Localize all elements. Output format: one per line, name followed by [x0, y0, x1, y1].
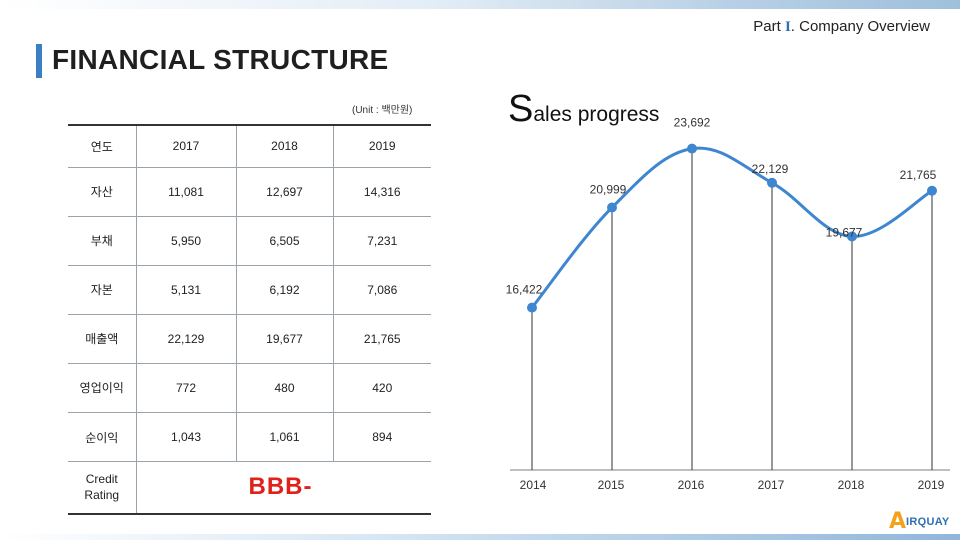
table-row: 매출액 22,129 19,677 21,765: [68, 314, 431, 364]
credit-rating-row: Credit Rating BBB-: [68, 461, 431, 515]
title-accent-bar: [36, 44, 42, 78]
table-row: 부채 5,950 6,505 7,231: [68, 216, 431, 266]
logo-mark: A: [889, 509, 907, 534]
chart-title-initial: S: [508, 88, 534, 130]
data-label-2014: 16,422: [506, 283, 543, 297]
data-point-2019: [927, 185, 937, 196]
credit-rating-value: BBB-: [136, 461, 431, 515]
table-header-cell: 연도: [68, 124, 137, 168]
row-label: 자산: [68, 167, 137, 217]
table-cell: 19,677: [235, 314, 334, 364]
row-label: 영업이익: [68, 363, 137, 413]
table-cell: 5,950: [136, 216, 236, 266]
sales-series-line: [530, 146, 933, 309]
table-cell: 14,316: [333, 167, 431, 217]
table-cell: 12,697: [235, 167, 334, 217]
top-decor-band: [0, 0, 960, 9]
row-label: 매출액: [68, 314, 137, 364]
section-prefix: Part: [753, 18, 785, 35]
data-label-2017: 22,129: [752, 162, 789, 176]
table-cell: 420: [333, 363, 431, 413]
chart-title-rest: ales progress: [533, 103, 660, 126]
data-label-2016: 23,692: [674, 116, 711, 130]
table-cell: 6,192: [235, 265, 334, 315]
data-label-2019: 21,765: [900, 168, 937, 182]
table-cell: 1,043: [136, 412, 236, 463]
data-point-2014: [527, 302, 537, 313]
row-label: 순이익: [68, 412, 137, 463]
table-header-cell: 2017: [136, 124, 236, 168]
data-point-2017: [767, 177, 777, 188]
x-tick-label-2015: 2015: [598, 478, 625, 492]
table-row: 영업이익 772 480 420: [68, 363, 431, 413]
bottom-decor-band: [0, 534, 960, 540]
table-header-cell: 2019: [333, 124, 431, 168]
table-row: 자산 11,081 12,697 14,316: [68, 167, 431, 217]
data-point-2016: [687, 143, 697, 154]
table-cell: 1,061: [235, 412, 334, 463]
row-label: 부채: [68, 216, 137, 266]
row-label: 자본: [68, 265, 137, 315]
table-cell: 772: [136, 363, 236, 413]
table-cell: 894: [333, 412, 431, 463]
x-tick-label-2019: 2019: [918, 478, 945, 492]
table-cell: 21,765: [333, 314, 431, 364]
data-point-2015: [607, 202, 617, 213]
table-header-cell: 2018: [235, 124, 334, 168]
credit-rating-label: Credit Rating: [68, 461, 137, 515]
table-cell: 11,081: [136, 167, 236, 217]
chart-title: Sales progress: [508, 88, 659, 131]
section-label: Part I. Company Overview: [753, 18, 930, 36]
table-row: 자본 5,131 6,192 7,086: [68, 265, 431, 315]
x-tick-label-2014: 2014: [520, 478, 547, 492]
table-cell: 6,505: [235, 216, 334, 266]
table-row: 순이익 1,043 1,061 894: [68, 412, 431, 463]
table-unit: (Unit : 백만원): [352, 105, 413, 116]
x-tick-label-2016: 2016: [678, 478, 705, 492]
section-suffix: . Company Overview: [790, 18, 930, 35]
logo-text: IRQUAY: [906, 516, 950, 528]
table-cell: 7,086: [333, 265, 431, 315]
table-header-row: 연도 2017 2018 2019: [68, 124, 431, 168]
table-cell: 22,129: [136, 314, 236, 364]
data-label-2015: 20,999: [590, 183, 627, 197]
company-logo: A IRQUAY: [889, 509, 957, 534]
table-cell: 480: [235, 363, 334, 413]
credit-label-text: Credit Rating: [84, 472, 120, 503]
table-cell: 5,131: [136, 265, 236, 315]
data-label-2018: 19,677: [826, 225, 863, 239]
x-tick-label-2017: 2017: [758, 478, 785, 492]
financial-table: 연도 2017 2018 2019 자산 11,081 12,697 14,31…: [68, 124, 431, 515]
x-tick-label-2018: 2018: [838, 478, 865, 492]
page-title: FINANCIAL STRUCTURE: [52, 44, 389, 75]
section-roman: I: [784, 19, 791, 35]
table-cell: 7,231: [333, 216, 431, 266]
data-point-2018: [847, 231, 857, 242]
